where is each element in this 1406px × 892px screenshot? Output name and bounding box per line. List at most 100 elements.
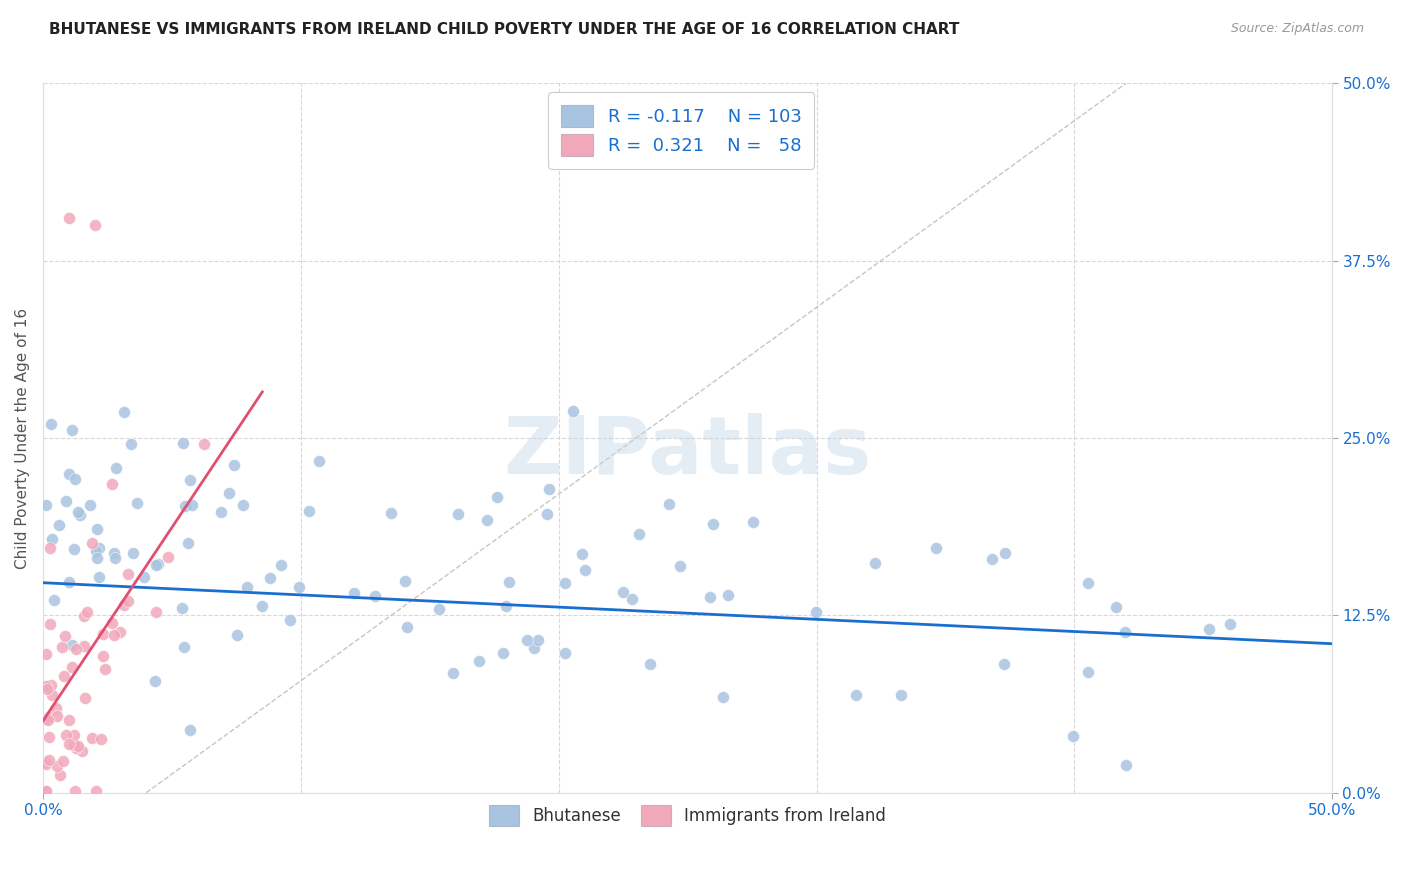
Point bbox=[82, 731, 104, 745]
Point bbox=[477, 513, 499, 527]
Point bbox=[699, 590, 721, 604]
Point bbox=[211, 505, 233, 519]
Point bbox=[498, 574, 520, 589]
Point bbox=[37, 713, 59, 727]
Point bbox=[41, 533, 63, 547]
Point bbox=[1219, 616, 1241, 631]
Point bbox=[45, 701, 67, 715]
Point bbox=[89, 541, 111, 556]
Point bbox=[58, 467, 80, 481]
Point bbox=[218, 485, 240, 500]
Point bbox=[441, 665, 464, 680]
Point bbox=[73, 639, 96, 653]
Point bbox=[742, 516, 765, 530]
Point bbox=[981, 552, 1004, 566]
Point bbox=[48, 517, 70, 532]
Point bbox=[364, 589, 387, 603]
Point bbox=[100, 476, 122, 491]
Point bbox=[658, 497, 681, 511]
Point bbox=[42, 593, 65, 607]
Text: BHUTANESE VS IMMIGRANTS FROM IRELAND CHILD POVERTY UNDER THE AGE OF 16 CORRELATI: BHUTANESE VS IMMIGRANTS FROM IRELAND CHI… bbox=[49, 22, 959, 37]
Point bbox=[516, 633, 538, 648]
Point bbox=[174, 499, 197, 513]
Point bbox=[993, 657, 1015, 671]
Point bbox=[94, 662, 117, 676]
Point bbox=[343, 586, 366, 600]
Point bbox=[495, 599, 517, 613]
Point bbox=[994, 546, 1017, 560]
Point bbox=[711, 690, 734, 704]
Point bbox=[84, 784, 107, 798]
Point bbox=[60, 659, 83, 673]
Point bbox=[562, 404, 585, 418]
Point bbox=[62, 728, 84, 742]
Point bbox=[38, 617, 60, 632]
Text: Source: ZipAtlas.com: Source: ZipAtlas.com bbox=[1230, 22, 1364, 36]
Point bbox=[278, 613, 301, 627]
Point bbox=[45, 709, 67, 723]
Point bbox=[63, 472, 86, 486]
Point bbox=[69, 508, 91, 523]
Point bbox=[1077, 665, 1099, 679]
Point bbox=[35, 682, 58, 697]
Point bbox=[250, 599, 273, 614]
Legend: Bhutanese, Immigrants from Ireland: Bhutanese, Immigrants from Ireland bbox=[481, 797, 894, 834]
Point bbox=[90, 731, 112, 746]
Point bbox=[63, 739, 86, 753]
Point bbox=[394, 574, 416, 588]
Point bbox=[468, 654, 491, 668]
Point bbox=[38, 753, 60, 767]
Point bbox=[1198, 622, 1220, 636]
Point bbox=[287, 580, 309, 594]
Point bbox=[845, 689, 868, 703]
Point bbox=[554, 646, 576, 660]
Point bbox=[65, 642, 87, 657]
Point bbox=[38, 710, 60, 724]
Point bbox=[73, 608, 96, 623]
Point bbox=[58, 737, 80, 751]
Point bbox=[66, 505, 89, 519]
Point bbox=[60, 639, 83, 653]
Point bbox=[117, 567, 139, 582]
Point bbox=[35, 757, 58, 772]
Point bbox=[232, 498, 254, 512]
Point bbox=[668, 558, 690, 573]
Point bbox=[103, 628, 125, 642]
Point bbox=[110, 624, 132, 639]
Point bbox=[571, 547, 593, 561]
Point bbox=[52, 754, 75, 768]
Point bbox=[180, 498, 202, 512]
Point bbox=[122, 546, 145, 560]
Point bbox=[225, 628, 247, 642]
Point bbox=[39, 417, 62, 432]
Point bbox=[103, 546, 125, 560]
Point bbox=[447, 507, 470, 521]
Point bbox=[38, 730, 60, 744]
Point bbox=[35, 784, 58, 798]
Point bbox=[83, 219, 105, 233]
Point bbox=[270, 558, 292, 573]
Point bbox=[925, 541, 948, 555]
Point bbox=[41, 678, 63, 692]
Point bbox=[612, 585, 634, 599]
Point bbox=[86, 543, 108, 558]
Point bbox=[259, 571, 281, 585]
Point bbox=[492, 646, 515, 660]
Point bbox=[172, 436, 194, 450]
Point bbox=[193, 437, 215, 451]
Point bbox=[112, 405, 135, 419]
Point bbox=[1114, 625, 1136, 640]
Point bbox=[63, 784, 86, 798]
Point bbox=[179, 473, 201, 487]
Point bbox=[35, 784, 58, 798]
Point bbox=[717, 588, 740, 602]
Point bbox=[58, 713, 80, 727]
Point bbox=[112, 598, 135, 612]
Point bbox=[148, 557, 170, 571]
Point bbox=[628, 527, 651, 541]
Point bbox=[120, 437, 142, 451]
Point bbox=[134, 570, 156, 584]
Point bbox=[104, 550, 127, 565]
Point bbox=[86, 550, 108, 565]
Point bbox=[380, 506, 402, 520]
